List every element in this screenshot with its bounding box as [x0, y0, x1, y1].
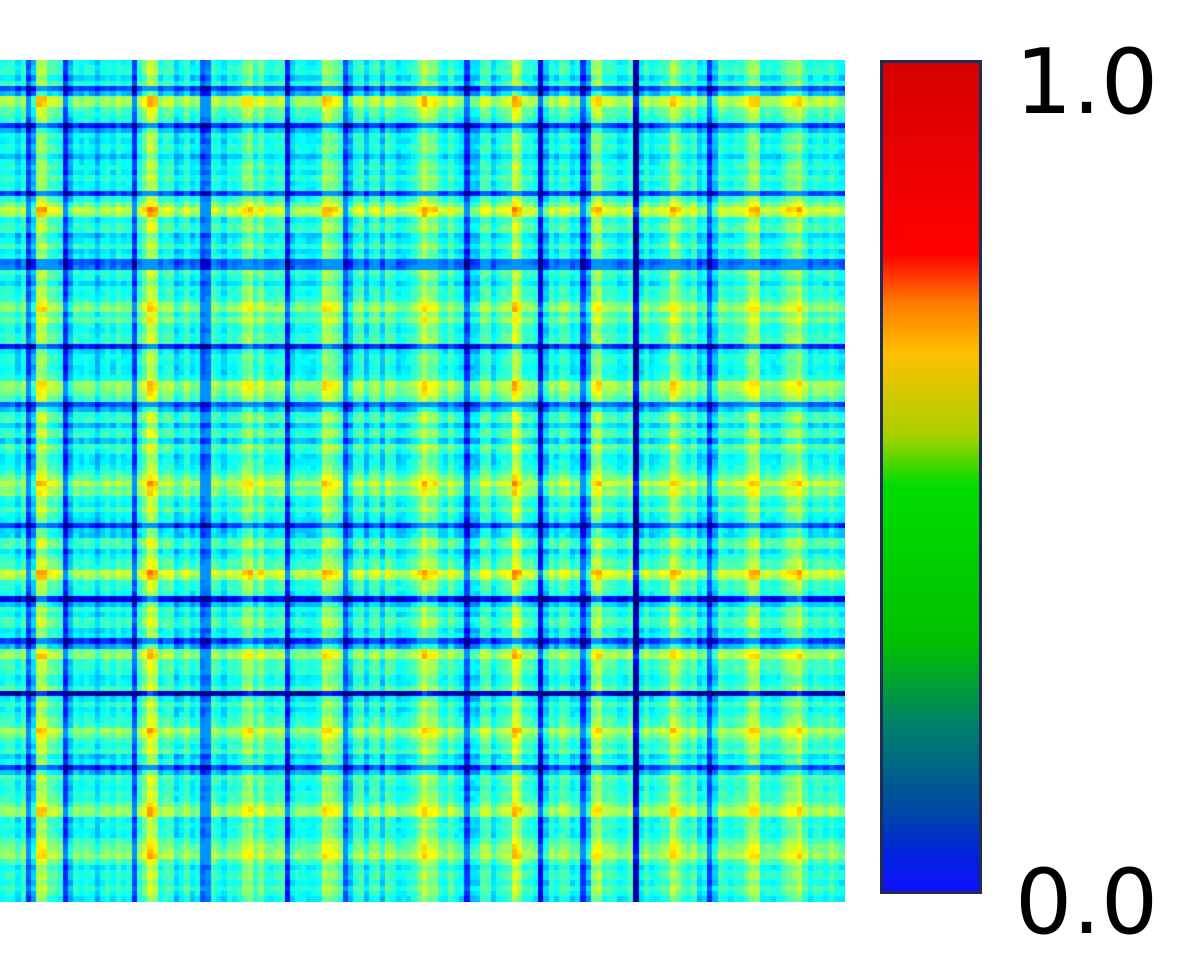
heatmap-canvas	[0, 60, 845, 902]
colorbar-max-label: 1.0	[1015, 30, 1159, 135]
heatmap	[0, 60, 845, 902]
colorbar-gradient	[883, 63, 979, 891]
colorbar-min-label: 0.0	[1015, 850, 1159, 955]
colorbar	[880, 60, 982, 894]
